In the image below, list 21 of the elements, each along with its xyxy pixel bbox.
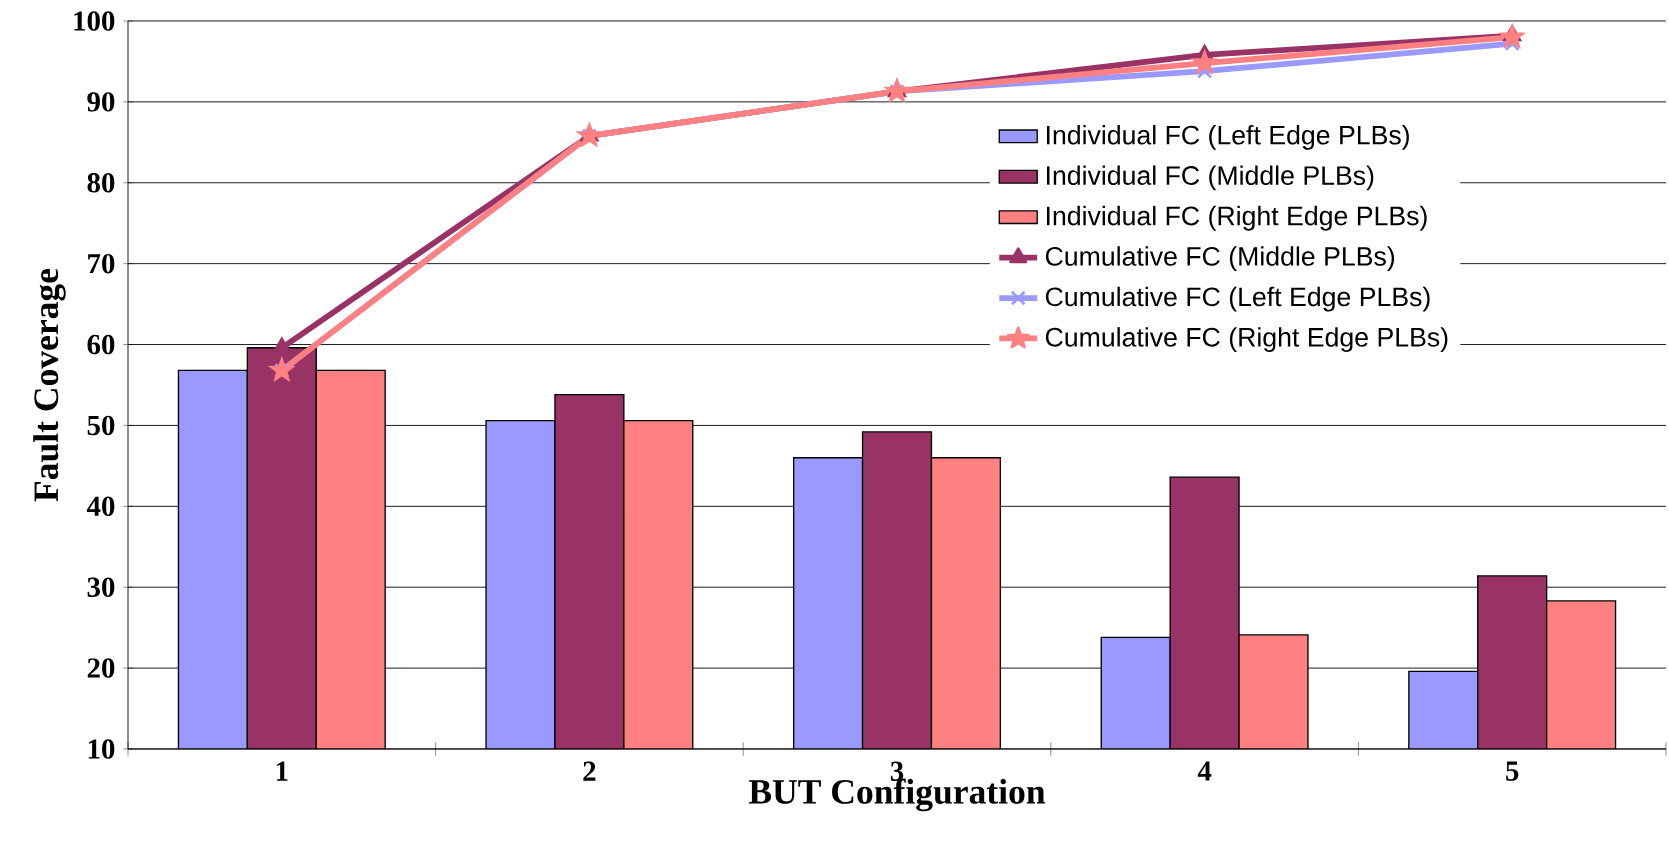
legend-label: Cumulative FC (Left Edge PLBs) xyxy=(1045,286,1430,312)
y-tick-label: 50 xyxy=(87,415,115,436)
y-tick-label: 40 xyxy=(86,496,115,517)
y-tick-label: 60 xyxy=(87,334,115,355)
legend-label: Cumulative FC (Middle PLBs) xyxy=(1045,246,1395,272)
y-tick-label: 20 xyxy=(87,658,115,678)
y-tick-label: 100 xyxy=(74,11,115,31)
y-tick-label: 80 xyxy=(87,173,115,193)
x-tick-label: 4 xyxy=(1197,761,1212,781)
y-tick-label: 90 xyxy=(87,92,115,112)
y-tick-label: 10 xyxy=(88,739,115,759)
x-tick-label: 5 xyxy=(1506,761,1519,781)
y-axis-title: Fault Coverage xyxy=(33,268,66,502)
y-tick-label: 70 xyxy=(88,253,115,274)
legend-label: Cumulative FC (Right Edge PLBs) xyxy=(1045,327,1448,352)
legend-label: Individual FC (Left Edge PLBs) xyxy=(1047,124,1409,150)
x-tick-label: 1 xyxy=(276,761,288,781)
legend-label: Individual FC (Middle PLBs) xyxy=(1047,165,1374,191)
y-tick-label: 30 xyxy=(87,577,115,597)
legend-label: Individual FC (Right Edge PLBs) xyxy=(1047,205,1427,231)
x-tick-label: 2 xyxy=(583,761,596,781)
